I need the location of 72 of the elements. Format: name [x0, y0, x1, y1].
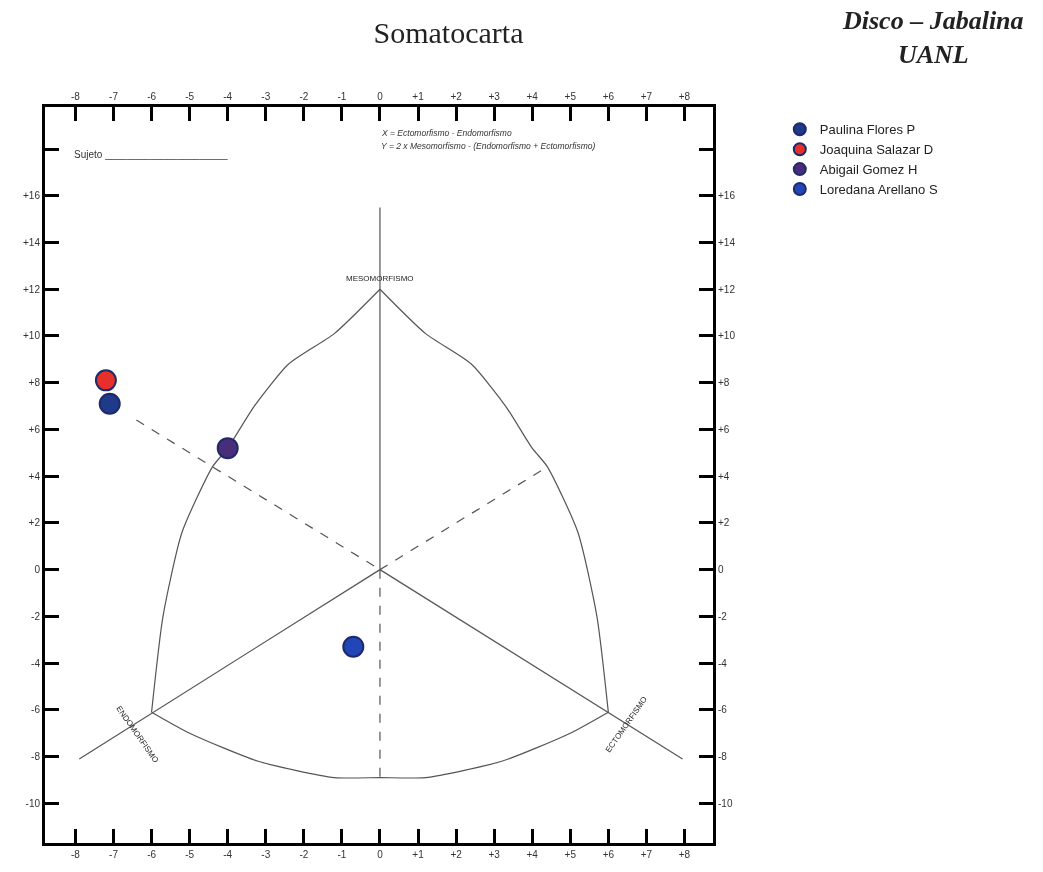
y-tick-label: -6 [31, 704, 41, 716]
y2-tick-label: +8 [718, 377, 730, 389]
y2-tick-label: +2 [718, 517, 730, 529]
x2-tick-label: -8 [71, 849, 81, 860]
y2-tick-label: -4 [718, 657, 728, 669]
x2-tick-label: -6 [147, 849, 157, 860]
x2-tick-label: +7 [640, 849, 653, 860]
x-tick-label: -3 [261, 91, 271, 102]
chart-title: Somatocarta [373, 15, 524, 49]
y-tick-label: -8 [31, 751, 41, 763]
y-tick-label: +8 [28, 377, 41, 389]
annotation: Y = 2 x Mesomorfismo - (Endomorfismo + Ectomorfismo) [381, 141, 596, 151]
annotation: Sujeto ______________________ [74, 149, 228, 160]
y-tick-label: +12 [23, 283, 41, 295]
legend-label: Loredana Arellano S [819, 182, 938, 198]
x2-tick-label: +4 [526, 849, 539, 860]
x-tick-label: -4 [223, 91, 233, 102]
x-tick-label: +6 [602, 91, 615, 102]
x2-tick-label: -2 [299, 849, 309, 860]
x2-tick-label: +3 [488, 849, 501, 860]
y2-tick-label: -6 [718, 704, 728, 716]
x2-tick-label: +6 [602, 849, 615, 860]
y-tick-label: +14 [23, 237, 41, 249]
annotation: X = Ectomorfismo - Endomorfismo [381, 128, 512, 138]
y-tick-label: -4 [31, 657, 41, 669]
text: Disco – Jabalina UANL [842, 6, 1024, 69]
x2-tick-label: +1 [412, 849, 425, 860]
x-tick-label: -2 [299, 91, 309, 102]
x2-tick-label: +2 [450, 849, 463, 860]
x-tick-label: 0 [377, 91, 384, 102]
x-tick-label: +2 [450, 91, 463, 102]
legend-label: Abigail Gomez H [819, 162, 918, 178]
x-tick-label: +3 [488, 91, 501, 102]
annotation: MESOMORFISMO [346, 274, 414, 283]
y-tick-label: +16 [23, 190, 41, 202]
y-tick-label: +4 [28, 470, 41, 482]
y2-tick-label: +10 [718, 330, 736, 342]
y2-tick-label: +14 [718, 237, 736, 249]
x-tick-label: +5 [564, 91, 577, 102]
y2-tick-label: -10 [718, 797, 733, 809]
legend-label: Paulina Flores P [819, 122, 916, 138]
x-tick-label: +4 [526, 91, 539, 102]
y2-tick-label: +16 [718, 190, 736, 202]
x2-tick-label: -1 [337, 849, 347, 860]
legend-label: Joaquina Salazar D [819, 142, 934, 158]
y2-tick-label: -8 [718, 751, 728, 763]
y2-tick-label: +12 [718, 283, 736, 295]
y2-tick-label: -2 [718, 610, 728, 622]
y-tick-label: +2 [28, 517, 41, 529]
x2-tick-label: -5 [185, 849, 195, 860]
x-tick-label: -8 [71, 91, 81, 102]
x2-tick-label: +8 [678, 849, 691, 860]
x2-tick-label: -4 [223, 849, 233, 860]
y2-tick-label: +6 [718, 423, 730, 435]
x-tick-label: +1 [412, 91, 425, 102]
x2-tick-label: -3 [261, 849, 271, 860]
x-tick-label: -5 [185, 91, 195, 102]
y-tick-label: 0 [34, 564, 41, 576]
y2-tick-label: +4 [718, 470, 730, 482]
x2-tick-label: 0 [377, 849, 384, 860]
x-tick-label: -7 [109, 91, 119, 102]
x2-tick-label: -7 [109, 849, 119, 860]
x-tick-label: -1 [337, 91, 347, 102]
y-tick-label: -2 [31, 610, 41, 622]
x2-tick-label: +5 [564, 849, 577, 860]
x-tick-label: +8 [678, 91, 691, 102]
y-tick-label: +6 [28, 423, 41, 435]
y-tick-label: -10 [25, 797, 41, 809]
x-tick-label: +7 [640, 91, 653, 102]
y2-tick-label: 0 [718, 564, 724, 576]
x-tick-label: -6 [147, 91, 157, 102]
y-tick-label: +10 [23, 330, 41, 342]
